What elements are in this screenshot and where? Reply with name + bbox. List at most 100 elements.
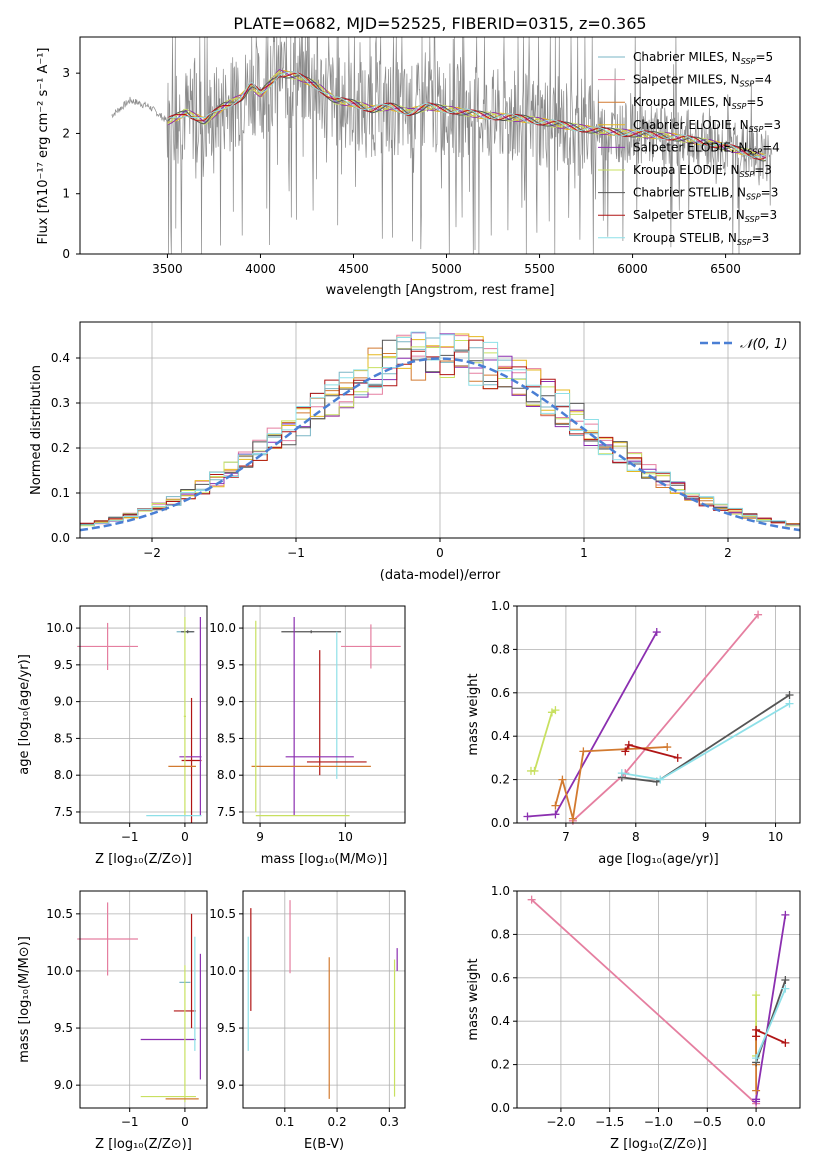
weight-marker	[752, 991, 761, 1000]
age-vs-mass-panel: 9 10 7.5 8.0 8.5 9.0 9.5 10.0 mass [log₁₀(M/M⊙)]	[209, 605, 406, 867]
weight-marker	[752, 1086, 761, 1095]
y-tick-label: 0.0	[491, 816, 510, 830]
residual-frame	[79, 321, 801, 539]
y-tick-label: 2	[62, 126, 70, 140]
y-tick-label: 10.0	[209, 621, 236, 635]
y-tick-label: 10.0	[46, 621, 73, 635]
weight-marker	[551, 706, 560, 715]
weight-marker	[752, 1095, 761, 1104]
x-axis-label: mass [log₁₀(M/M⊙)]	[261, 852, 388, 867]
x-tick-label: 1	[580, 546, 588, 560]
x-tick-label: 0.0	[747, 1115, 766, 1129]
x-axis-label: age [log₁₀(age/yr)]	[598, 852, 719, 867]
x-tick-label: −2	[143, 546, 161, 560]
y-tick-label: 8.0	[217, 768, 236, 782]
x-tick-label: −0.5	[693, 1115, 722, 1129]
axes-frame	[79, 890, 208, 1109]
y-tick-label: 8.5	[54, 731, 73, 745]
model-line-salpeter_elodie	[167, 69, 766, 159]
weight-marker	[551, 810, 560, 819]
x-axis-label: Z [log₁₀(Z/Z⊙)]	[610, 1137, 707, 1152]
x-tick-label: 9	[256, 830, 264, 844]
weight-line-salpeter_miles	[530, 899, 757, 1105]
residual-panel: −2 −1 0 1 2 0.0 0.1 0.2 0.3 0.4 (data-model)/erro…	[29, 321, 801, 583]
weight-line-kroupa_stelib	[755, 988, 787, 1059]
y-tick-label: 8.0	[54, 768, 73, 782]
y-axis-label: mass weight	[466, 958, 481, 1040]
y-tick-label: 3	[62, 66, 70, 80]
y-tick-label: 9.5	[54, 1021, 73, 1035]
y-tick-label: 0	[62, 247, 70, 261]
axes-frame	[79, 605, 208, 824]
x-tick-label: 0.3	[380, 1115, 399, 1129]
weight-line-kroupa_elodie	[531, 709, 556, 772]
x-tick-label: 4000	[245, 262, 276, 276]
legend-label: Chabrier STELIB, NSSP=3	[633, 186, 778, 202]
weight-vs-age-panel: 7 8 9 10 0.0 0.2 0.4 0.6 0.8 1.0 age [log₁₀(age/yr…	[466, 599, 801, 867]
y-tick-label: 10.0	[46, 964, 73, 978]
y-tick-label: 10.0	[209, 964, 236, 978]
mass-vs-z-panel: −1 0 9.0 9.5 10.0 10.5 Z [log₁₀(Z/Z⊙)] mass [lo…	[17, 890, 208, 1152]
x-tick-label: 10	[338, 830, 353, 844]
x-tick-label: −1	[287, 546, 305, 560]
spectrum-ylabel: Flux [fλ10⁻¹⁷ erg cm⁻² s⁻¹ A⁻¹]	[36, 48, 51, 245]
weight-marker	[663, 743, 672, 752]
y-tick-label: 9.5	[217, 658, 236, 672]
grid	[243, 891, 405, 1108]
y-tick-label: 0.1	[51, 486, 70, 500]
y-tick-label: 7.5	[54, 805, 73, 819]
weight-marker	[579, 747, 588, 756]
x-tick-label: 0.2	[328, 1115, 347, 1129]
grid	[517, 890, 800, 1109]
y-tick-label: 0.4	[51, 351, 70, 365]
residual-xlabel: (data-model)/error	[380, 568, 501, 583]
y-axis-label: age [log₁₀(age/yr)]	[17, 654, 32, 775]
y-tick-label: 0.0	[491, 1101, 510, 1115]
x-tick-label: −2.0	[546, 1115, 575, 1129]
y-tick-label: 8.5	[217, 731, 236, 745]
weight-line-salpeter_stelib	[755, 1028, 786, 1044]
legend-label: Chabrier ELODIE, NSSP=3	[633, 118, 781, 134]
x-tick-label: −1	[121, 1115, 139, 1129]
y-tick-label: 0.2	[491, 1058, 510, 1072]
model-line-salpeter_stelib	[167, 72, 766, 160]
weight-marker	[781, 975, 790, 984]
x-tick-label: 8	[632, 830, 640, 844]
x-tick-label: 10	[768, 830, 783, 844]
weight-marker	[752, 1025, 761, 1034]
weight-marker	[752, 1054, 761, 1063]
spectrum-model-lines	[167, 69, 766, 162]
x-tick-label: 3500	[152, 262, 183, 276]
y-tick-label: 9.0	[217, 695, 236, 709]
x-axis-label: Z [log₁₀(Z/Z⊙)]	[95, 1137, 192, 1152]
spectrum-frame	[79, 36, 801, 255]
y-tick-label: 9.5	[54, 658, 73, 672]
y-tick-label: 0.6	[491, 971, 510, 985]
x-tick-label: 4500	[338, 262, 369, 276]
y-tick-label: 0.8	[491, 642, 510, 656]
x-tick-label: 0	[436, 546, 444, 560]
x-tick-label: 6500	[710, 262, 741, 276]
x-tick-label: 5500	[524, 262, 555, 276]
model-line-chabrier_stelib	[167, 74, 766, 162]
weight-marker	[527, 895, 536, 904]
residual-histograms	[80, 331, 800, 527]
y-tick-label: 0.4	[491, 1014, 510, 1028]
weight-line-salpeter_elodie	[527, 631, 658, 818]
y-tick-label: 0.4	[491, 729, 510, 743]
legend-label: Kroupa MILES, NSSP=5	[633, 95, 764, 111]
weight-marker	[754, 610, 763, 619]
grid	[243, 606, 405, 823]
weight-marker	[785, 699, 794, 708]
y-tick-label: 1	[62, 187, 70, 201]
weight-marker	[617, 769, 626, 778]
weight-marker	[558, 775, 567, 784]
x-tick-label: 6000	[617, 262, 648, 276]
age-vs-z-panel: −1 0 7.5 8.0 8.5 9.0 9.5 10.0 Z [log₁₀(Z/Z⊙)] age…	[17, 605, 208, 867]
histogram-salpeter_stelib	[80, 339, 800, 525]
y-tick-label: 1.0	[491, 599, 510, 613]
y-tick-label: 0.8	[491, 927, 510, 941]
y-tick-label: 10.5	[46, 907, 73, 921]
y-axis-label: mass weight	[466, 673, 481, 755]
